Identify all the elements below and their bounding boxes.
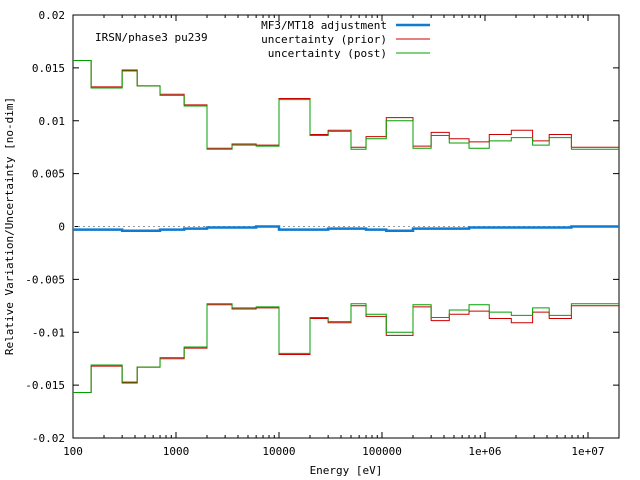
x-axis-label: Energy [eV] <box>310 464 383 477</box>
chart-annotation: IRSN/phase3 pu239 <box>95 31 208 44</box>
x-tick-label-4: 1e+06 <box>468 445 501 458</box>
y-tick-label-3: 0.005 <box>32 168 65 181</box>
y-tick-label-4: 0 <box>58 221 65 234</box>
y-tick-label-0: 0.02 <box>39 9 66 22</box>
series-uncertainty-prior-upper <box>73 59 619 149</box>
series-uncertainty-post-lower <box>73 303 619 394</box>
series-uncertainty-prior-lower <box>73 304 619 394</box>
axis-ticks: 0.02 0.015 0.01 0.005 0 -0.005 -0.01 -0.015 -0.0… <box>25 9 619 458</box>
legend-label-mf3-mt18-adjustment: MF3/MT18 adjustment <box>261 19 387 32</box>
x-tick-label-3: 100000 <box>362 445 402 458</box>
legend-label-uncertainty-post: uncertainty (post) <box>268 47 387 60</box>
x-tick-label-1: 1000 <box>163 445 190 458</box>
x-tick-label-5: 1e+07 <box>571 445 604 458</box>
x-tick-label-0: 100 <box>63 445 83 458</box>
y-tick-label-5: -0.005 <box>25 273 65 286</box>
series-mf3-mt18-adjustment <box>73 225 619 232</box>
y-tick-label-6: -0.01 <box>32 326 65 339</box>
series-layer <box>73 59 619 394</box>
y-tick-label-2: 0.01 <box>39 115 66 128</box>
y-tick-label-7: -0.015 <box>25 379 65 392</box>
y-tick-label-8: -0.02 <box>32 432 65 445</box>
y-tick-label-1: 0.015 <box>32 62 65 75</box>
legend-label-uncertainty-prior: uncertainty (prior) <box>261 33 387 46</box>
series-uncertainty-post-upper <box>73 59 619 150</box>
x-tick-label-2: 10000 <box>262 445 295 458</box>
y-axis-label: Relative Variation/Uncertainty [no-dim] <box>3 97 16 355</box>
